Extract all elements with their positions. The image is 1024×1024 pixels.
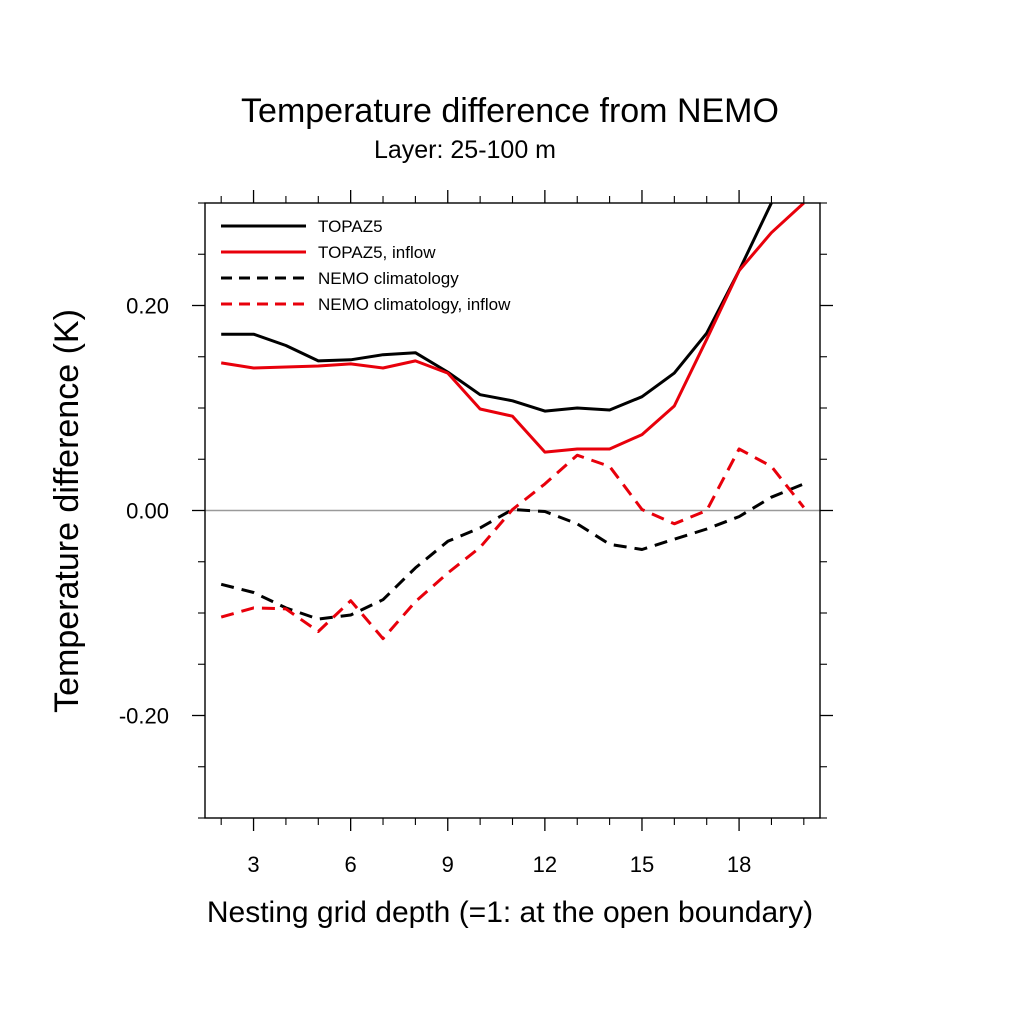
series-layer <box>220 203 805 641</box>
x-tick-label: 9 <box>442 852 454 877</box>
series-line-2 <box>220 203 805 454</box>
x-tick-label: 3 <box>247 852 259 877</box>
ticks-layer: 3 6 9 12 15 18 -0.20 0.00 0.20 <box>119 190 833 877</box>
series-line-4 <box>220 447 805 641</box>
series-line-3 <box>220 482 805 621</box>
x-tick-label: 6 <box>345 852 357 877</box>
y-axis-label: Temperature difference (K) <box>48 309 86 713</box>
y-tick-label: 0.20 <box>126 294 169 319</box>
legend-label-1: TOPAZ5 <box>318 217 383 236</box>
x-tick-label: 12 <box>533 852 557 877</box>
x-tick-label: 18 <box>727 852 751 877</box>
legend-label-4: NEMO climatology, inflow <box>318 295 511 314</box>
legend-label-2: TOPAZ5, inflow <box>318 243 436 262</box>
chart-title: Temperature difference from NEMO <box>241 92 779 130</box>
plot-area: 3 6 9 12 15 18 -0.20 0.00 0.20 <box>119 190 833 877</box>
series-line-1 <box>221 203 773 413</box>
x-tick-label: 15 <box>630 852 654 877</box>
y-tick-label: 0.00 <box>126 499 169 524</box>
y-tick-label: -0.20 <box>119 704 169 729</box>
legend-label-3: NEMO climatology <box>318 269 459 288</box>
chart-subtitle: Layer: 25-100 m <box>374 136 556 164</box>
plot-frame <box>204 202 821 819</box>
legend: TOPAZ5 TOPAZ5, inflow NEMO climatology NEMO… <box>221 217 511 314</box>
x-axis-label: Nesting grid depth (=1: at the open boun… <box>207 896 813 929</box>
